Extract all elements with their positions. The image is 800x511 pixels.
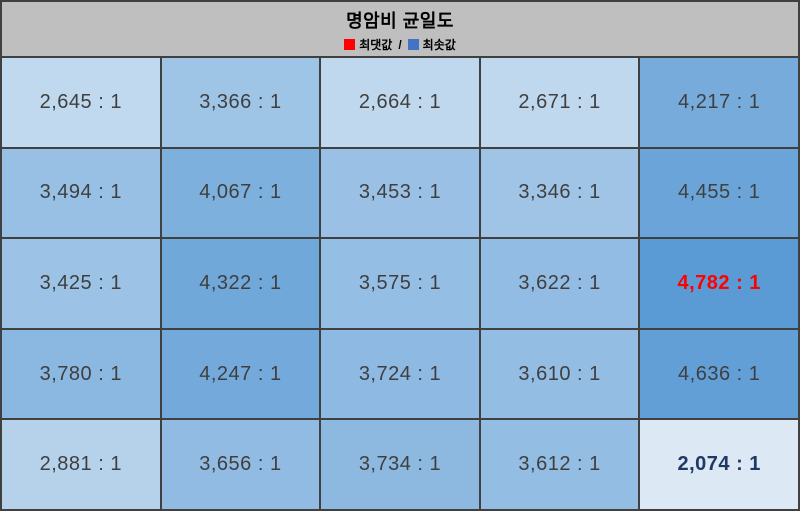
- heatmap-cell: 2,881 : 1: [2, 420, 160, 509]
- heatmap-cell: 3,656 : 1: [161, 420, 320, 509]
- heatmap-cell: 3,494 : 1: [2, 148, 160, 238]
- panel-header: 명암비 균일도 최댓값 / 최솟값: [2, 2, 798, 58]
- heatmap-cell-min: 2,074 : 1: [640, 420, 798, 509]
- heatmap-cell: 4,322 : 1: [161, 239, 320, 328]
- heatmap-cell: 4,217 : 1: [640, 58, 798, 147]
- heatmap-cell: 2,671 : 1: [480, 58, 639, 147]
- heatmap-cell: 3,425 : 1: [2, 239, 160, 328]
- heatmap-cell: 3,724 : 1: [321, 329, 479, 419]
- legend-max-label: 최댓값: [359, 38, 393, 52]
- heatmap-grid: 2,645 : 1 3,366 : 1 2,664 : 1 2,671 : 1 4,21…: [2, 58, 798, 509]
- heatmap-cell: 3,346 : 1: [480, 148, 639, 238]
- panel-title: 명암비 균일도: [346, 11, 454, 31]
- heatmap-cell: 4,247 : 1: [161, 329, 320, 419]
- heatmap-cell: 4,067 : 1: [161, 148, 320, 238]
- min-value-swatch-icon: [407, 39, 419, 50]
- legend-min-label: 최솟값: [422, 38, 456, 52]
- heatmap-cell: 2,645 : 1: [2, 58, 160, 147]
- heatmap-cell: 4,455 : 1: [640, 148, 798, 238]
- heatmap-cell: 3,612 : 1: [480, 420, 639, 509]
- max-value-swatch-icon: [344, 39, 356, 50]
- heatmap-cell: 2,664 : 1: [321, 58, 479, 147]
- heatmap-cell: 3,734 : 1: [321, 420, 479, 509]
- heatmap-cell: 3,610 : 1: [480, 329, 639, 419]
- heatmap-cell: 3,780 : 1: [2, 329, 160, 419]
- heatmap-cell-max: 4,782 : 1: [640, 239, 798, 328]
- heatmap-cell: 3,453 : 1: [321, 148, 479, 238]
- heatmap-cell: 3,575 : 1: [321, 239, 479, 328]
- heatmap-cell: 3,366 : 1: [161, 58, 320, 147]
- legend: 최댓값 / 최솟값: [344, 36, 456, 53]
- legend-separator: /: [398, 37, 402, 52]
- heatmap-cell: 3,622 : 1: [480, 239, 639, 328]
- heatmap-cell: 4,636 : 1: [640, 329, 798, 419]
